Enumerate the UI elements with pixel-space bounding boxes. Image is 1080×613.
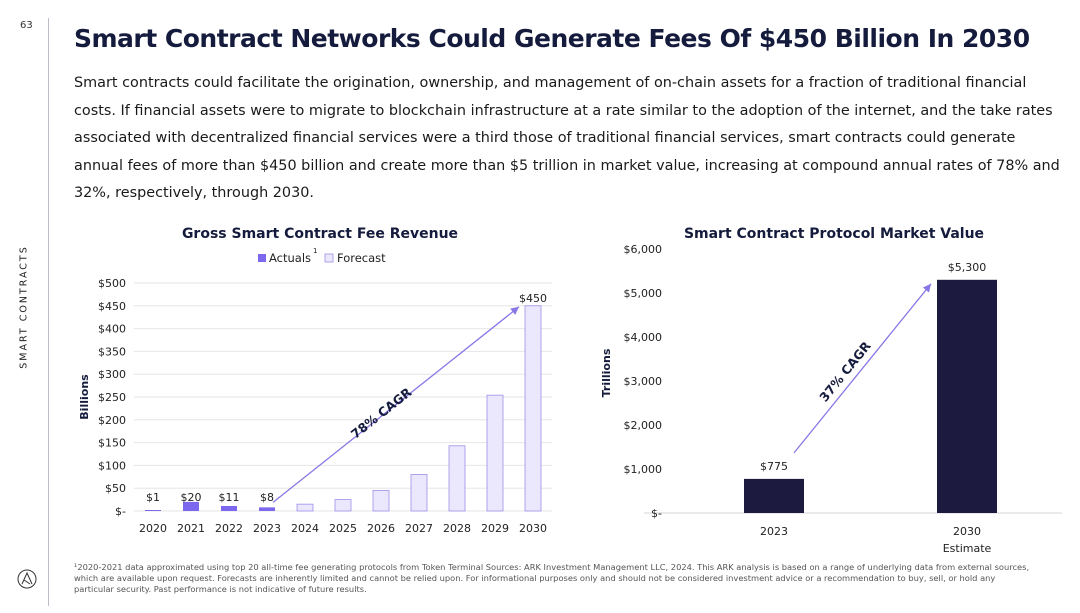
y-tick-label: $4,000 (624, 331, 663, 344)
y-tick-label: $500 (98, 277, 126, 290)
footnote-disclaimer: ¹2020-2021 data approximated using top 2… (74, 562, 1030, 594)
y-tick-label: $150 (98, 437, 126, 450)
body-paragraph: Smart contracts could facilitate the ori… (74, 75, 1060, 202)
cagr-arrow-line (272, 306, 520, 503)
y-tick-label: $300 (98, 368, 126, 381)
bar-actual (183, 501, 199, 511)
cagr-annotation: 78% CAGR (348, 384, 415, 441)
chart-title: Smart Contract Protocol Market Value (684, 226, 984, 242)
market-value-chart: Smart Contract Protocol Market Value $- $1… (600, 226, 1062, 555)
side-divider (48, 18, 49, 606)
y-tick-label: $3,000 (624, 375, 663, 388)
cagr-annotation: 37% CAGR (816, 338, 874, 404)
bar-forecast (372, 490, 390, 512)
cagr-arrow-head (922, 283, 931, 293)
bar-data-label: $5,300 (948, 261, 987, 274)
chart-title: Gross Smart Contract Fee Revenue (182, 226, 458, 242)
bar-forecast (334, 499, 352, 512)
bar-market-value (937, 279, 997, 513)
bar-forecast (486, 394, 504, 512)
y-axis-label: Billions (78, 374, 91, 420)
legend-actuals-swatch (258, 254, 266, 262)
section-side-label: SMART CONTRACTS (18, 245, 30, 369)
x-tick-label: 2026 (367, 522, 395, 535)
bar-forecast (524, 305, 542, 512)
bar-forecast (410, 474, 428, 512)
fee-revenue-chart: Gross Smart Contract Fee Revenue Actuals 1… (78, 226, 552, 535)
y-tick-label: $1,000 (624, 463, 663, 476)
bar-data-label: $11 (219, 491, 240, 504)
legend-actuals-superscript: 1 (313, 247, 317, 255)
x-tick-label: 2030 (953, 525, 981, 538)
y-tick-label: $5,000 (624, 287, 663, 300)
bar-data-label: $450 (519, 292, 547, 305)
x-tick-label: 2025 (329, 522, 357, 535)
y-tick-label: $100 (98, 459, 126, 472)
y-tick-label: $200 (98, 414, 126, 427)
y-tick-label: $450 (98, 300, 126, 313)
y-tick-label: $250 (98, 391, 126, 404)
x-tick-label: 2020 (139, 522, 167, 535)
x-tick-label: 2023 (253, 522, 281, 535)
bar-data-label: $8 (260, 491, 274, 504)
bar-data-label: $775 (760, 460, 788, 473)
y-tick-label: $400 (98, 323, 126, 336)
x-tick-label: 2023 (760, 525, 788, 538)
y-tick-label: $2,000 (624, 419, 663, 432)
y-tick-label: $6,000 (624, 243, 663, 256)
y-tick-label: $50 (105, 482, 126, 495)
x-tick-sublabel: Estimate (943, 542, 992, 555)
bar-market-value (744, 478, 804, 513)
legend-actuals-label: Actuals (269, 251, 311, 265)
y-tick-label: $350 (98, 345, 126, 358)
x-tick-label: 2028 (443, 522, 471, 535)
bar-forecast (296, 503, 314, 512)
bar-data-label: $1 (146, 491, 160, 504)
legend-forecast-label: Forecast (337, 251, 386, 265)
cagr-arrow-line (793, 283, 932, 454)
ark-logo-icon (16, 568, 38, 594)
bar-actual (259, 507, 275, 511)
x-tick-label: 2022 (215, 522, 243, 535)
x-tick-label: 2021 (177, 522, 205, 535)
y-axis-label: Trillions (600, 348, 613, 397)
x-tick-label: 2030 (519, 522, 547, 535)
legend-forecast-swatch (324, 253, 334, 263)
x-tick-label: 2027 (405, 522, 433, 535)
y-tick-label: $- (115, 505, 126, 518)
cagr-arrow-head (510, 306, 519, 315)
page-number: 63 (20, 20, 33, 31)
bar-data-label: $20 (181, 491, 202, 504)
bar-actual (145, 510, 161, 511)
bar-forecast (448, 445, 466, 512)
bar-actual (221, 505, 237, 511)
x-tick-label: 2024 (291, 522, 319, 535)
y-tick-label: $- (651, 507, 662, 520)
page-title: Smart Contract Networks Could Generate F… (74, 24, 1030, 53)
x-tick-label: 2029 (481, 522, 509, 535)
